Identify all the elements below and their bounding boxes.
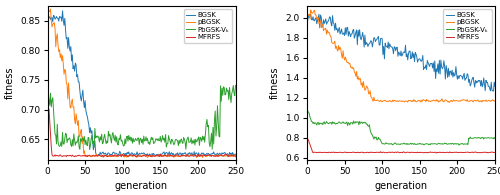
BGSK	[159, 153, 165, 155]
Line: BGSK: BGSK	[307, 14, 495, 91]
pBGSK	[308, 9, 314, 11]
PbGSK-Vₖ	[456, 144, 462, 146]
MFRFS	[172, 155, 178, 157]
pBGSK	[232, 156, 238, 158]
X-axis label: generation: generation	[374, 181, 428, 191]
PbGSK-Vₖ	[44, 79, 51, 81]
pBGSK	[131, 154, 137, 157]
pBGSK	[173, 154, 179, 157]
PbGSK-Vₖ	[131, 141, 137, 143]
Line: pBGSK: pBGSK	[307, 10, 495, 103]
MFRFS	[431, 151, 437, 154]
PbGSK-Vₖ	[172, 138, 178, 141]
BGSK	[378, 37, 384, 39]
BGSK	[131, 153, 137, 155]
pBGSK	[119, 153, 125, 155]
pBGSK	[432, 100, 438, 102]
BGSK	[119, 153, 125, 156]
pBGSK	[158, 154, 164, 156]
Line: BGSK: BGSK	[48, 11, 236, 156]
pBGSK	[378, 100, 384, 102]
BGSK	[156, 155, 162, 157]
PbGSK-Vₖ	[86, 148, 92, 151]
Y-axis label: fitness: fitness	[270, 67, 280, 99]
PbGSK-Vₖ	[446, 143, 452, 145]
MFRFS	[186, 155, 192, 157]
Line: MFRFS: MFRFS	[48, 92, 236, 157]
MFRFS	[131, 154, 137, 157]
Line: PbGSK-Vₖ: PbGSK-Vₖ	[48, 80, 236, 150]
pBGSK	[390, 100, 396, 103]
PbGSK-Vₖ	[378, 139, 384, 142]
MFRFS	[378, 151, 384, 153]
BGSK	[418, 60, 424, 63]
pBGSK	[492, 100, 498, 102]
BGSK	[186, 152, 192, 154]
BGSK	[304, 14, 310, 17]
BGSK	[432, 60, 438, 62]
BGSK	[390, 53, 396, 55]
MFRFS	[304, 130, 310, 132]
pBGSK	[304, 15, 310, 18]
PbGSK-Vₖ	[156, 139, 162, 142]
pBGSK	[418, 99, 424, 101]
PbGSK-Vₖ	[304, 107, 310, 109]
pBGSK	[48, 8, 54, 10]
MFRFS	[156, 155, 162, 158]
BGSK	[232, 153, 238, 155]
PbGSK-Vₖ	[159, 139, 165, 141]
MFRFS	[446, 152, 452, 154]
PbGSK-Vₖ	[232, 84, 238, 87]
pBGSK	[188, 154, 194, 156]
MFRFS	[44, 91, 51, 93]
pBGSK	[160, 154, 166, 157]
Y-axis label: fitness: fitness	[5, 67, 15, 99]
MFRFS	[434, 152, 440, 154]
PbGSK-Vₖ	[119, 139, 125, 141]
Legend: BGSK, pBGSK, PbGSK-Vₖ, MFRFS: BGSK, pBGSK, PbGSK-Vₖ, MFRFS	[184, 9, 232, 43]
MFRFS	[390, 151, 396, 153]
MFRFS	[418, 151, 424, 153]
pBGSK	[447, 101, 453, 103]
PbGSK-Vₖ	[418, 143, 424, 145]
PbGSK-Vₖ	[186, 141, 192, 143]
pBGSK	[416, 99, 422, 102]
pBGSK	[44, 11, 51, 13]
MFRFS	[100, 156, 106, 158]
BGSK	[172, 154, 178, 156]
BGSK	[492, 85, 498, 88]
BGSK	[44, 12, 51, 15]
X-axis label: generation: generation	[115, 181, 168, 191]
BGSK	[190, 155, 196, 158]
MFRFS	[119, 154, 125, 157]
pBGSK	[144, 156, 150, 159]
PbGSK-Vₖ	[390, 144, 396, 146]
BGSK	[308, 13, 314, 15]
Line: PbGSK-Vₖ: PbGSK-Vₖ	[307, 108, 495, 145]
Line: MFRFS: MFRFS	[307, 131, 495, 153]
BGSK	[446, 75, 452, 78]
MFRFS	[232, 155, 238, 157]
MFRFS	[159, 155, 165, 157]
BGSK	[490, 90, 496, 92]
MFRFS	[492, 151, 498, 154]
PbGSK-Vₖ	[492, 137, 498, 140]
BGSK	[416, 58, 422, 60]
Line: pBGSK: pBGSK	[48, 9, 236, 158]
Legend: BGSK, pBGSK, PbGSK-Vₖ, MFRFS: BGSK, pBGSK, PbGSK-Vₖ, MFRFS	[443, 9, 492, 43]
BGSK	[60, 10, 66, 12]
pBGSK	[446, 101, 452, 104]
PbGSK-Vₖ	[416, 143, 422, 145]
MFRFS	[416, 152, 422, 154]
PbGSK-Vₖ	[431, 143, 437, 145]
